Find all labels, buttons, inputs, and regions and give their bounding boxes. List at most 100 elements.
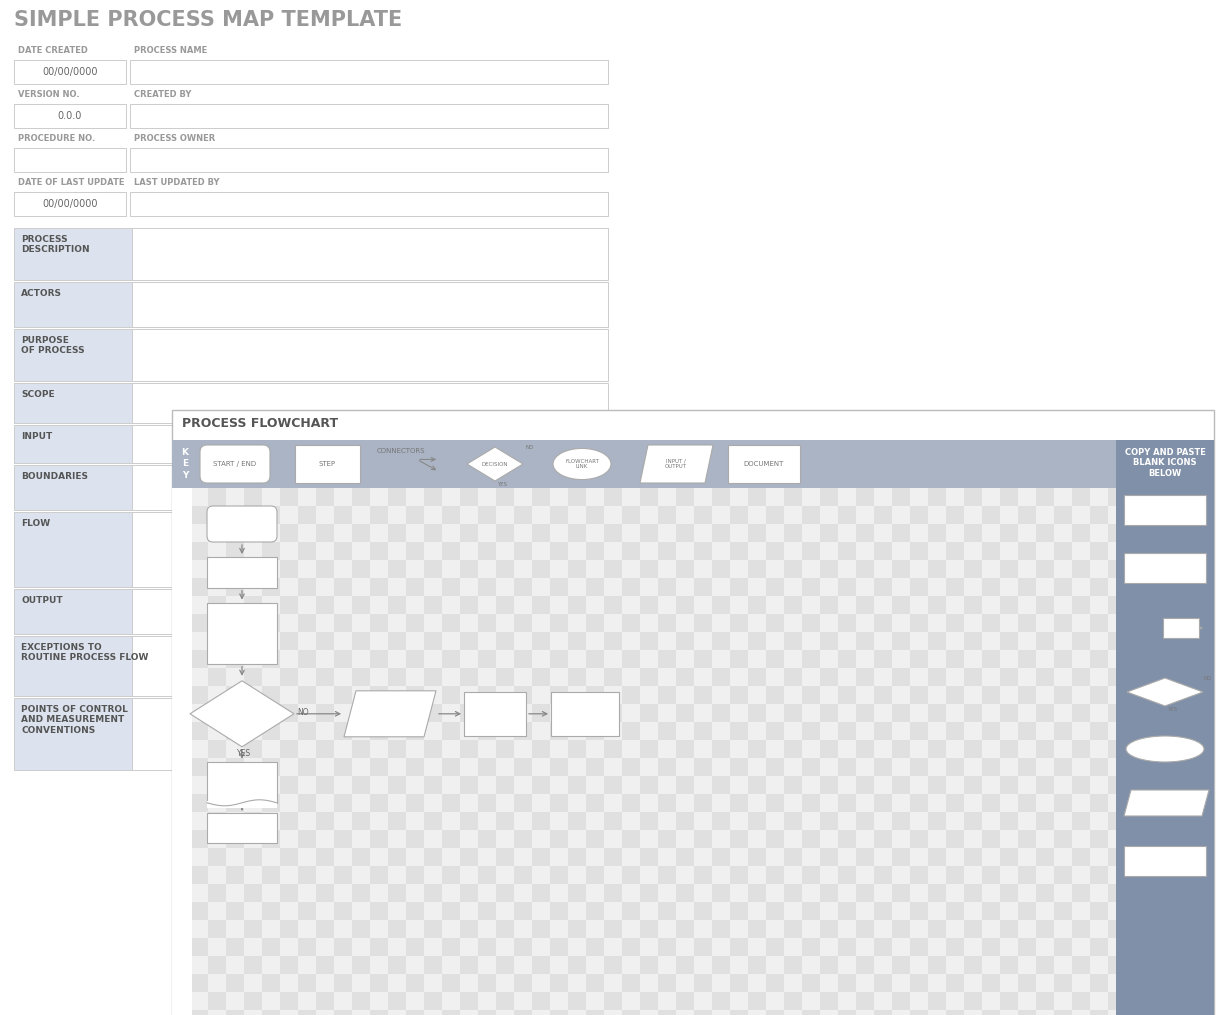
Bar — [766, 542, 784, 560]
Bar — [963, 920, 982, 938]
Bar — [352, 758, 370, 776]
Text: COPY AND PASTE
BLANK ICONS
BELOW: COPY AND PASTE BLANK ICONS BELOW — [1124, 448, 1206, 478]
Bar — [639, 884, 658, 902]
Bar — [172, 668, 190, 686]
Bar — [713, 812, 730, 830]
Bar — [676, 866, 694, 884]
Bar — [208, 902, 227, 920]
Bar — [208, 686, 227, 704]
Bar — [389, 938, 406, 956]
Bar — [713, 632, 730, 650]
Bar — [514, 956, 532, 974]
Bar — [424, 920, 442, 938]
Bar — [875, 812, 892, 830]
Bar — [496, 758, 514, 776]
Bar — [928, 650, 946, 668]
Bar — [910, 866, 928, 884]
Bar — [442, 488, 460, 506]
Bar — [820, 848, 838, 866]
Bar — [352, 974, 370, 992]
Bar — [604, 560, 622, 578]
Bar — [207, 813, 276, 842]
Bar — [1108, 668, 1125, 686]
Bar — [910, 920, 928, 938]
Bar — [496, 560, 514, 578]
Bar — [1054, 992, 1072, 1010]
Bar — [946, 758, 963, 776]
Bar — [406, 704, 424, 722]
Bar — [856, 974, 875, 992]
Bar — [370, 974, 389, 992]
Bar — [424, 596, 442, 614]
Bar — [766, 1010, 784, 1015]
Bar — [694, 956, 713, 974]
Bar — [406, 632, 424, 650]
Bar — [928, 686, 946, 704]
Bar — [1000, 668, 1018, 686]
Bar — [713, 614, 730, 632]
Bar — [730, 506, 748, 524]
Bar — [1054, 1010, 1072, 1015]
Bar — [514, 1010, 532, 1015]
Bar — [856, 938, 875, 956]
Bar — [801, 614, 820, 632]
Bar — [622, 992, 639, 1010]
Bar — [334, 596, 352, 614]
Bar — [713, 794, 730, 812]
Bar — [551, 632, 568, 650]
Bar — [784, 866, 801, 884]
Bar — [982, 506, 1000, 524]
Bar — [514, 596, 532, 614]
Bar — [875, 974, 892, 992]
Bar — [856, 560, 875, 578]
Bar — [856, 704, 875, 722]
Bar — [676, 560, 694, 578]
Bar — [1037, 920, 1054, 938]
Bar — [820, 884, 838, 902]
Bar — [389, 650, 406, 668]
Bar — [1000, 974, 1018, 992]
Bar — [730, 992, 748, 1010]
Bar — [766, 506, 784, 524]
Bar — [389, 1010, 406, 1015]
Bar — [730, 758, 748, 776]
Bar — [1054, 614, 1072, 632]
Bar — [982, 560, 1000, 578]
Bar — [551, 1010, 568, 1015]
Bar — [622, 578, 639, 596]
Bar — [227, 596, 244, 614]
Bar — [784, 704, 801, 722]
Bar — [639, 848, 658, 866]
Bar — [172, 686, 190, 704]
Bar — [298, 722, 315, 740]
Bar — [801, 506, 820, 524]
Bar — [370, 1010, 389, 1015]
Bar — [639, 614, 658, 632]
Bar — [910, 560, 928, 578]
Bar — [1108, 938, 1125, 956]
Bar — [928, 812, 946, 830]
Bar — [676, 992, 694, 1010]
Bar — [856, 722, 875, 740]
Bar — [1054, 596, 1072, 614]
Text: OUTPUT: OUTPUT — [21, 596, 62, 605]
Bar — [658, 704, 676, 722]
Bar — [352, 560, 370, 578]
Bar — [676, 974, 694, 992]
Bar — [352, 794, 370, 812]
Bar — [963, 560, 982, 578]
Bar — [982, 578, 1000, 596]
Bar — [424, 812, 442, 830]
Bar — [208, 542, 227, 560]
Bar — [928, 992, 946, 1010]
Bar — [676, 848, 694, 866]
Bar — [713, 704, 730, 722]
Bar — [208, 884, 227, 902]
Polygon shape — [1127, 678, 1203, 706]
Bar — [928, 740, 946, 758]
Bar — [1072, 668, 1090, 686]
Bar — [496, 956, 514, 974]
Bar — [406, 830, 424, 848]
Bar — [244, 668, 262, 686]
Bar — [784, 614, 801, 632]
